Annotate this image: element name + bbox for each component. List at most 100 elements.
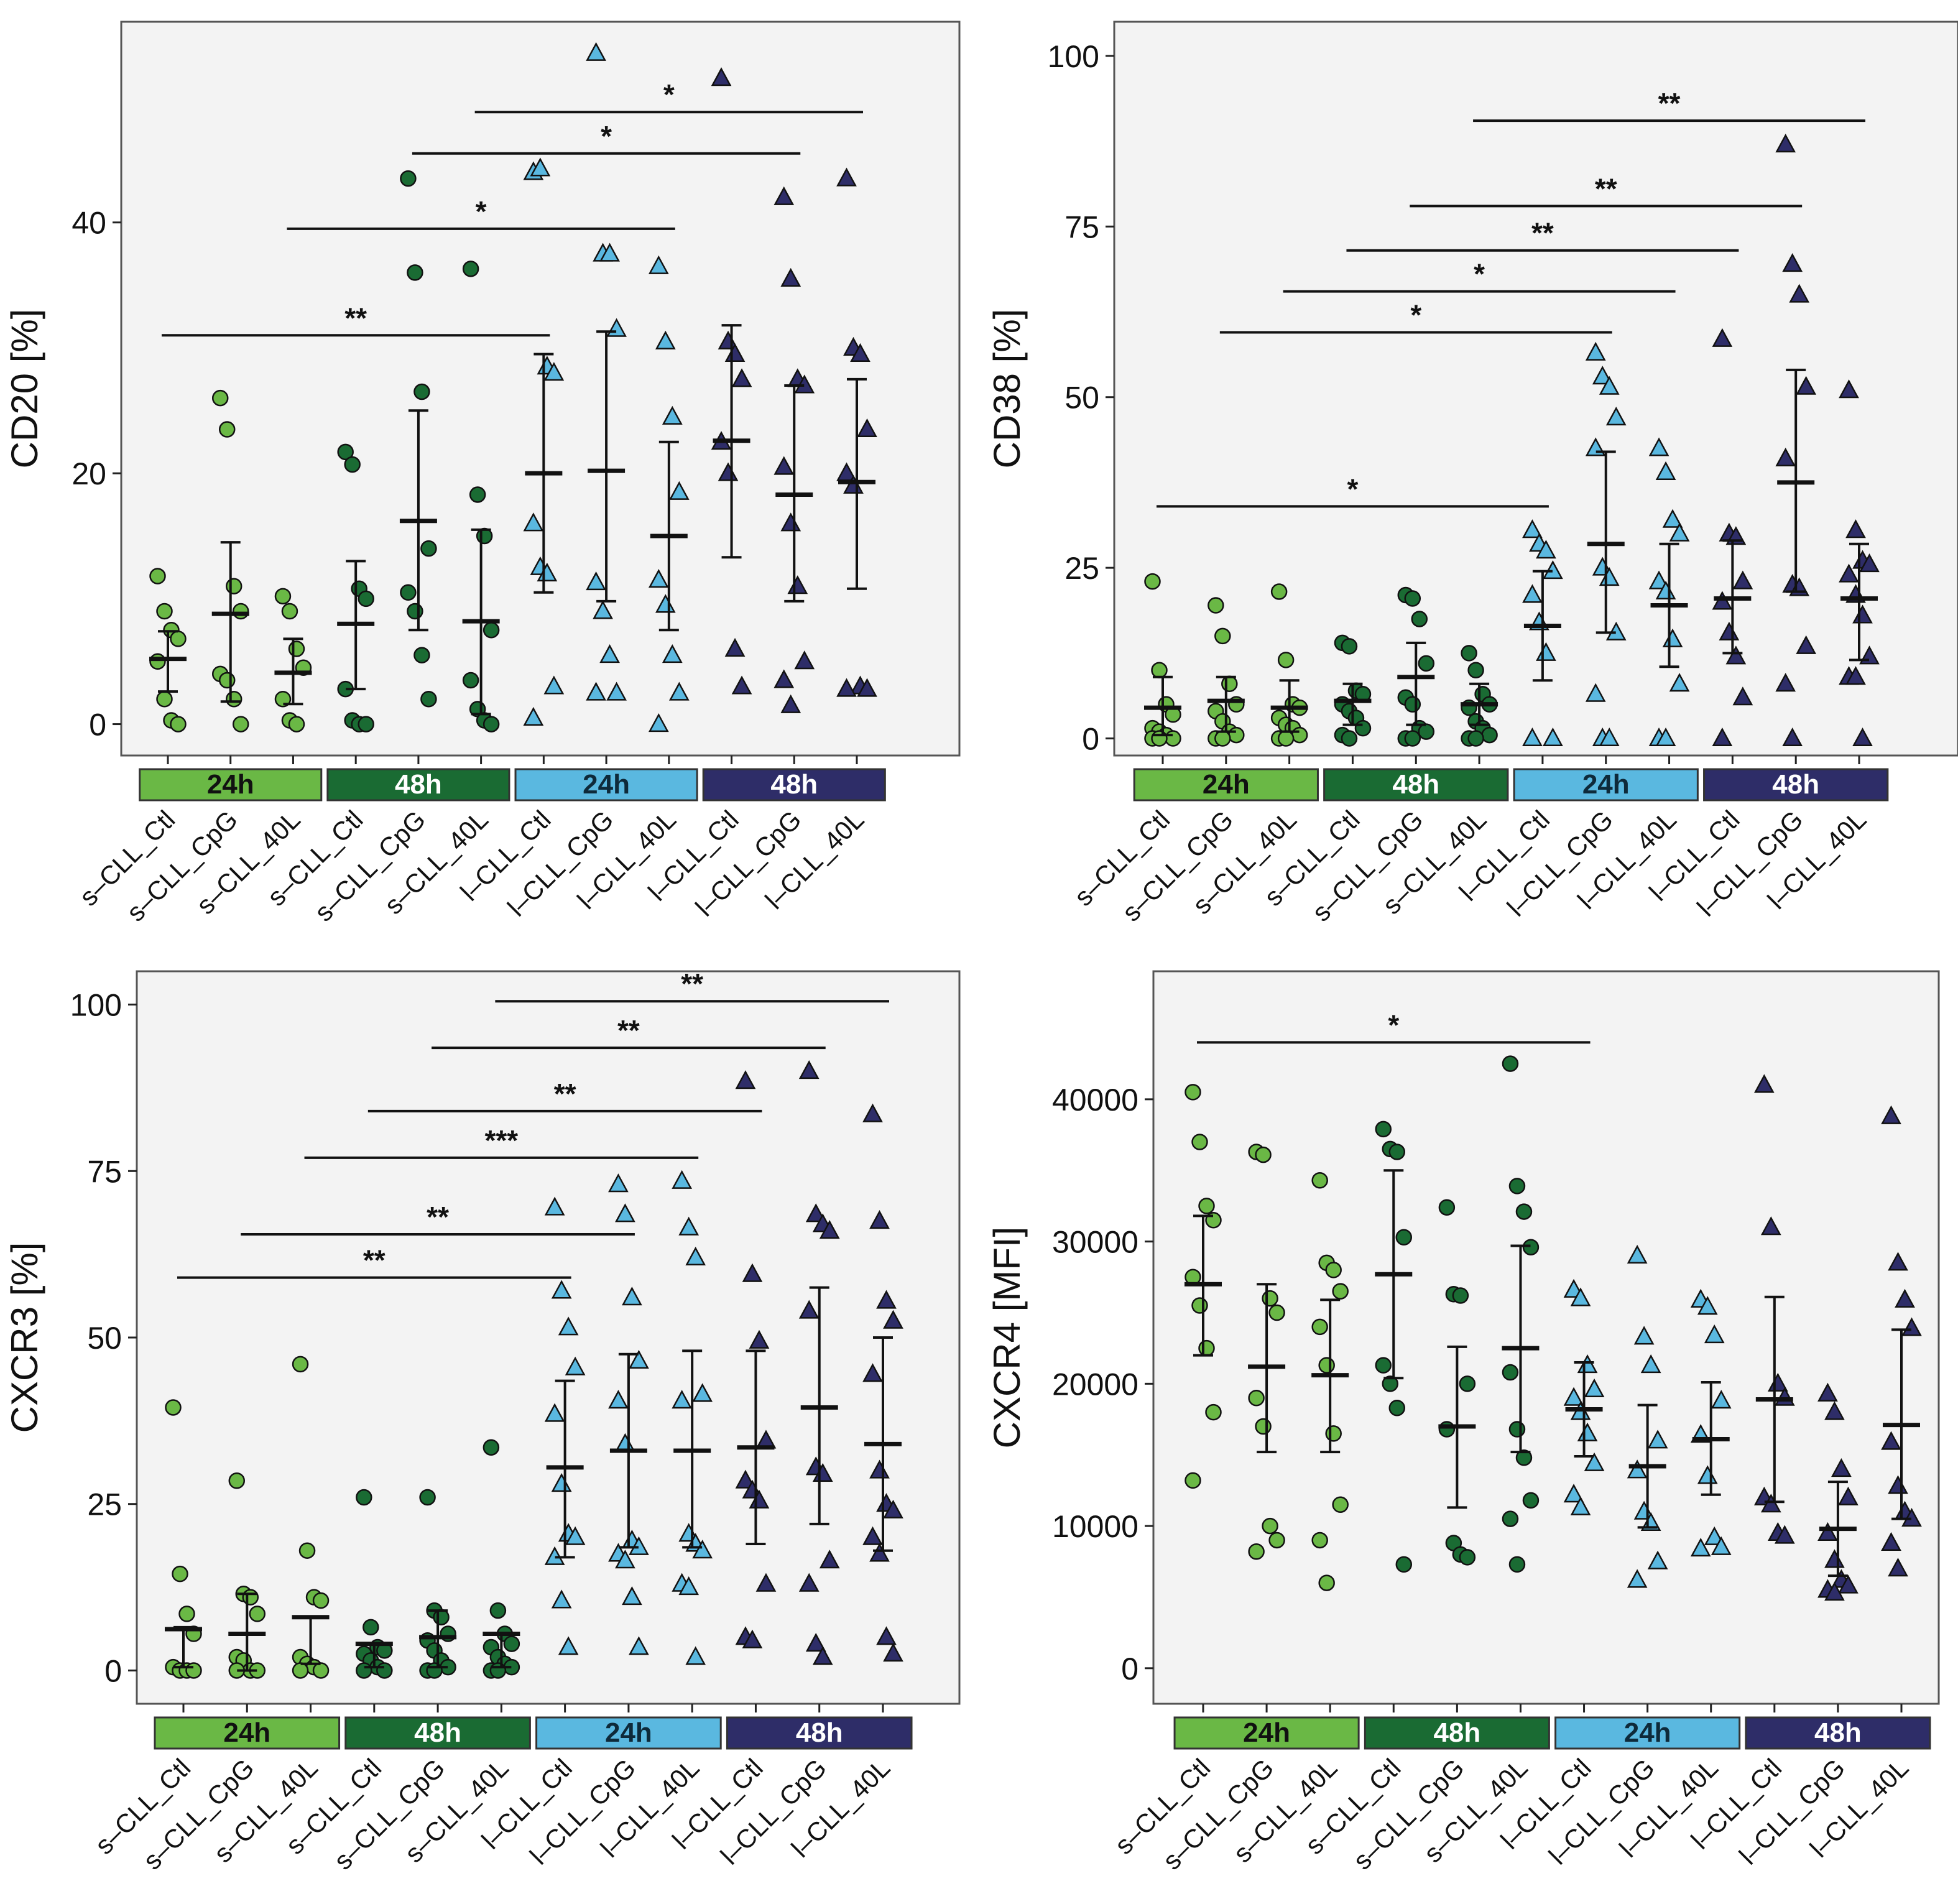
data-point [1760, 1216, 1781, 1236]
data-point [819, 1550, 840, 1569]
data-point [862, 1363, 883, 1382]
group-box [154, 1716, 341, 1750]
data-point [1774, 1525, 1795, 1544]
data-point [1382, 1375, 1399, 1392]
significance-label: * [1347, 473, 1359, 505]
data-point [1775, 133, 1796, 153]
data-point [178, 1606, 195, 1622]
group-box [514, 768, 698, 802]
data-point [1522, 519, 1543, 538]
data-point [1881, 1431, 1901, 1450]
group-box [1703, 768, 1889, 802]
group-box [1554, 1716, 1741, 1750]
data-point [1502, 1510, 1519, 1527]
group-box [1364, 1716, 1550, 1750]
data-point [755, 1573, 777, 1592]
y-tick-label: 50 [87, 1321, 122, 1356]
data-point [1704, 1324, 1725, 1344]
data-point [1704, 1526, 1725, 1545]
data-point [672, 1390, 693, 1409]
group-label: 24h [1582, 769, 1630, 800]
data-point [724, 637, 746, 657]
significance-label: ** [1531, 217, 1554, 249]
data-point [376, 1662, 393, 1679]
data-point [668, 682, 690, 701]
data-point [1311, 1532, 1328, 1549]
data-point [1627, 1244, 1648, 1264]
data-point [489, 1662, 507, 1679]
data-point [586, 682, 606, 701]
group-box [326, 768, 510, 802]
data-point [608, 1390, 629, 1409]
data-point [692, 1540, 713, 1559]
data-point [1732, 686, 1753, 706]
data-point [172, 1565, 188, 1583]
data-point [165, 1399, 182, 1416]
significance-label: ** [427, 1201, 449, 1233]
data-point [1438, 1199, 1456, 1216]
data-point [1627, 1459, 1648, 1479]
data-point [742, 1629, 763, 1648]
data-point [1845, 519, 1866, 538]
group-label: 48h [1433, 1717, 1480, 1748]
data-point [337, 443, 354, 461]
data-point [1198, 1339, 1215, 1357]
data-point [1570, 1287, 1591, 1306]
data-point [1901, 1317, 1922, 1336]
data-point [662, 644, 683, 663]
data-point [869, 1209, 890, 1229]
data-point [1796, 635, 1817, 654]
data-point [1648, 437, 1669, 456]
data-point [1592, 366, 1613, 385]
data-point [426, 1662, 443, 1679]
data-point [731, 368, 752, 387]
data-point [358, 716, 374, 732]
data-point [249, 1606, 266, 1622]
data-point [850, 343, 870, 363]
significance-label: * [663, 78, 675, 111]
data-point [1725, 645, 1747, 665]
data-point [1388, 1144, 1406, 1160]
data-point [1712, 328, 1733, 347]
data-point [1690, 1538, 1711, 1557]
y-axis-label: CD20 [%] [4, 309, 45, 469]
significance-label: * [1474, 258, 1485, 290]
data-point [1888, 1558, 1908, 1577]
group-label: 48h [1814, 1717, 1862, 1748]
data-point [1627, 1569, 1648, 1588]
data-point [1522, 727, 1543, 747]
data-point [1452, 1287, 1469, 1304]
data-point [586, 42, 606, 61]
data-point [312, 1592, 330, 1609]
data-point [1461, 645, 1477, 662]
data-point [1325, 1262, 1342, 1278]
data-point [1599, 727, 1620, 747]
data-point [1817, 1522, 1838, 1541]
data-point [292, 1356, 309, 1373]
data-point [629, 1349, 649, 1369]
data-point [1248, 1543, 1265, 1560]
data-point [735, 1469, 756, 1489]
group-label: 24h [1203, 769, 1250, 800]
data-point [1647, 1550, 1668, 1569]
data-point [312, 1662, 330, 1679]
data-point [780, 267, 801, 287]
data-point [1760, 1494, 1781, 1513]
data-point [218, 672, 236, 689]
y-tick-label: 0 [1121, 1652, 1138, 1686]
data-point [232, 603, 249, 620]
group-label: 24h [223, 1717, 270, 1748]
data-point [1648, 570, 1669, 589]
data-point [608, 1173, 629, 1193]
data-point [1543, 727, 1563, 747]
y-tick-label: 100 [1048, 39, 1099, 74]
data-point [1502, 1055, 1519, 1072]
data-point [274, 690, 292, 708]
data-point [462, 261, 479, 277]
group-label: 24h [583, 769, 630, 800]
data-point [1375, 1121, 1392, 1138]
data-point [1262, 1290, 1278, 1307]
y-axis-label: CD38 [%] [986, 309, 1028, 469]
